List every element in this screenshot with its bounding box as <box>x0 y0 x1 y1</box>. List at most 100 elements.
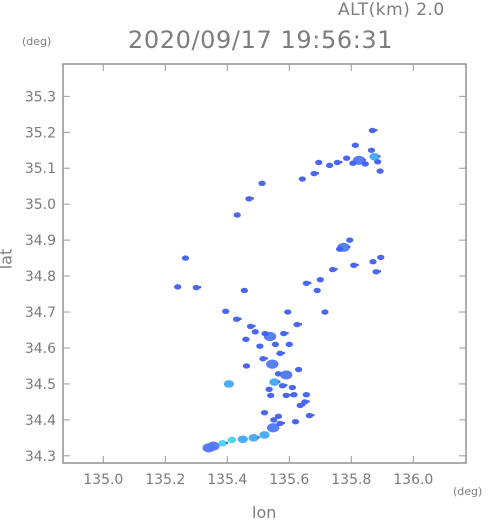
radar-echo-cell <box>222 308 230 315</box>
x-tick-label: 135.0 <box>83 472 123 488</box>
radar-echo-fragment <box>278 380 281 383</box>
radar-echo-cell <box>237 435 248 444</box>
radar-echo-fragment <box>257 436 260 439</box>
radar-echo-cell <box>223 380 234 388</box>
radar-echo-fragment <box>299 323 302 326</box>
radar-echo-fragment <box>253 324 256 328</box>
radar-echo-cell <box>245 196 253 202</box>
x-tick-label: 135.8 <box>331 472 371 488</box>
radar-echo-cell <box>284 309 292 315</box>
radar-echo-cell <box>261 330 269 337</box>
radar-echo-cell <box>305 412 314 419</box>
radar-echo-fragment <box>309 281 312 284</box>
radar-echo-fragment <box>316 172 319 175</box>
radar-echo-fragment <box>225 441 229 444</box>
radar-echo-cell <box>242 336 250 343</box>
radar-echo-cell <box>259 431 270 439</box>
radar-echo-cell <box>288 384 297 391</box>
radar-echo-cell <box>369 259 377 265</box>
radar-echo-cell <box>301 399 309 405</box>
radar-echo-cell <box>202 443 215 453</box>
radar-echo-fragment <box>288 393 292 397</box>
radar-echo-fragment <box>307 400 310 403</box>
radar-echo-cell <box>349 160 357 166</box>
radar-echo-cell <box>333 159 341 166</box>
radar-echo-fragment <box>335 268 338 271</box>
radar-echo-fragment <box>251 197 254 200</box>
radar-echo-fragment <box>378 155 381 158</box>
radar-echo-fragment <box>348 245 351 249</box>
radar-echo-cell <box>256 343 264 349</box>
x-axis-title: lon <box>252 503 277 522</box>
y-tick-label: 35.3 <box>25 89 56 105</box>
radar-echo-cell <box>227 436 237 444</box>
radar-echo-cell <box>329 266 337 273</box>
radar-echo-cell <box>248 434 259 442</box>
radar-echo-cell <box>218 440 227 447</box>
radar-echo-cell <box>276 350 284 357</box>
plot-frame <box>62 63 467 464</box>
radar-echo-fragment <box>356 263 359 266</box>
radar-echo-cell <box>279 370 293 380</box>
radar-echo-cell <box>266 359 279 369</box>
radar-echo-cell <box>265 386 273 393</box>
radar-echo-cell <box>181 255 190 261</box>
radar-echo-fragment <box>312 414 315 417</box>
radar-echo-fragment <box>282 351 285 355</box>
radar-echo-cell <box>290 392 298 398</box>
radar-echo-cell <box>240 287 248 294</box>
radar-echo-cell <box>377 254 385 261</box>
y-tick-label: 34.7 <box>25 305 56 321</box>
y-tick-label: 34.9 <box>25 233 56 249</box>
radar-echo-cell <box>315 159 323 166</box>
radar-echo-cell <box>271 341 279 348</box>
radar-echo-cell <box>267 392 275 399</box>
radar-echo-fragment <box>239 317 242 320</box>
radar-echo-cell <box>293 321 301 328</box>
x-axis-unit: (deg) <box>453 485 483 498</box>
radar-echo-cell <box>260 409 269 416</box>
y-tick-label: 34.5 <box>25 377 56 393</box>
radar-echo-cell <box>374 159 382 165</box>
radar-echo-cell <box>259 356 267 362</box>
radar-echo-fragment <box>286 332 289 335</box>
radar-echo-cell <box>321 309 329 315</box>
y-tick-label: 35.1 <box>25 161 56 177</box>
radar-echo-cell <box>285 341 293 348</box>
y-tick-label: 35.0 <box>25 197 56 213</box>
radar-echo-cell <box>274 413 283 419</box>
radar-echo-cell <box>276 420 284 427</box>
radar-echo-cell <box>282 392 290 399</box>
radar-echo-cell <box>372 269 380 275</box>
radar-echo-cell <box>313 287 321 294</box>
radar-echo-fragment <box>265 357 268 360</box>
radar-echo-fragment <box>363 158 366 162</box>
radar-echo-fragment <box>375 129 378 132</box>
radar-echo-fragment <box>285 384 288 387</box>
radar-echo-cell <box>361 161 369 167</box>
radar-echo-cell <box>258 180 266 187</box>
timestamp-title: 2020/09/17 19:56:31 <box>128 26 394 54</box>
radar-echo-cell <box>266 423 280 433</box>
radar-echo-cell <box>335 246 344 252</box>
radar-echo-cell <box>310 170 318 177</box>
radar-echo-fragment <box>282 421 285 425</box>
radar-echo-cell <box>302 280 310 286</box>
radar-echo-cell <box>325 162 334 169</box>
altitude-label: ALT(km) 2.0 <box>338 0 445 20</box>
y-tick-label: 34.8 <box>25 269 56 285</box>
radar-echo-cell <box>369 152 380 161</box>
x-tick-label: 136.0 <box>393 472 433 488</box>
radar-echo-cell <box>302 392 310 398</box>
radar-echo-cell <box>233 212 241 218</box>
y-tick-label: 34.3 <box>25 449 56 465</box>
radar-echo-fragment <box>302 403 306 407</box>
radar-echo-cell <box>278 383 287 389</box>
radar-echo-fragment <box>378 270 381 273</box>
y-axis-unit: (deg) <box>22 35 52 48</box>
radar-echo-fragment <box>199 286 202 289</box>
x-tick-label: 135.2 <box>145 472 185 488</box>
radar-echo-cell <box>269 378 280 386</box>
y-tick-label: 34.4 <box>25 413 56 429</box>
